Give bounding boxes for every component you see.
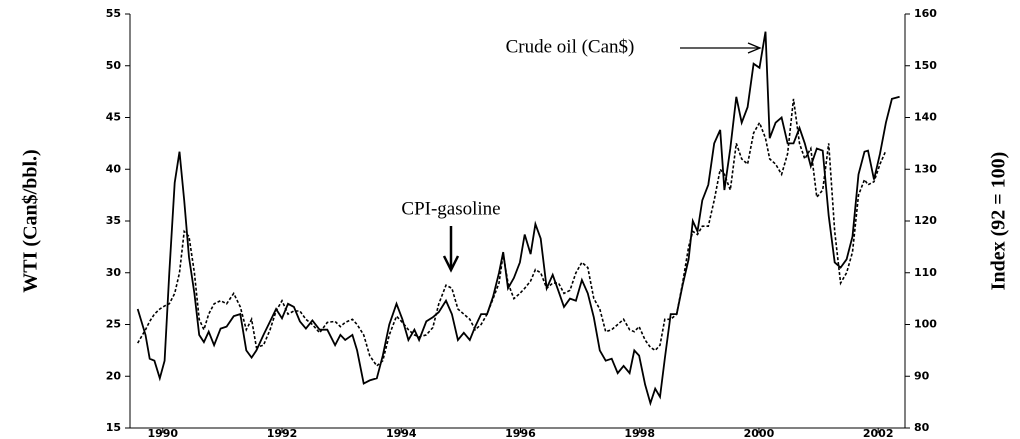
y2-tick-label: 80 (914, 421, 930, 434)
series-line (136, 31, 900, 407)
y2-tick-label: 160 (914, 7, 937, 20)
y2-tick-label: 100 (914, 318, 937, 331)
x-tick-label: 1994 (386, 427, 417, 439)
series-line (137, 98, 887, 368)
y2-tick-label: 140 (914, 111, 937, 124)
y-tick-label: 50 (106, 59, 122, 72)
arrow-head (442, 255, 460, 273)
y2-tick-label: 110 (914, 266, 937, 279)
x-tick-label: 2000 (744, 427, 775, 439)
x-tick-label: 1992 (267, 427, 298, 439)
y-tick-label: 45 (106, 111, 121, 124)
x-tick-label: 1990 (147, 427, 178, 439)
y-tick-label: 55 (106, 7, 121, 20)
annotation: Crude oil (Can$) (506, 36, 635, 57)
y-tick-label: 40 (106, 162, 122, 175)
y-tick-label: 35 (106, 214, 121, 227)
y-tick-label: 30 (106, 266, 122, 279)
y2-tick-label: 150 (914, 59, 937, 72)
y2-tick-label: 130 (914, 162, 937, 175)
annotation: CPI-gasoline (401, 198, 500, 219)
x-tick-label: 2002 (863, 427, 894, 439)
y-tick-label: 25 (106, 318, 121, 331)
y2-axis-title: Index (92 = 100) (988, 152, 1010, 291)
y2-tick-label: 120 (914, 214, 937, 227)
y-tick-label: 20 (106, 369, 122, 382)
arrow-head (747, 42, 762, 54)
y-axis-title: WTI (Can$/bbl.) (20, 149, 42, 292)
y-tick-label: 15 (106, 421, 121, 434)
x-tick-label: 1998 (624, 427, 655, 439)
x-tick-label: 1996 (505, 427, 536, 439)
y2-tick-label: 90 (914, 369, 930, 382)
